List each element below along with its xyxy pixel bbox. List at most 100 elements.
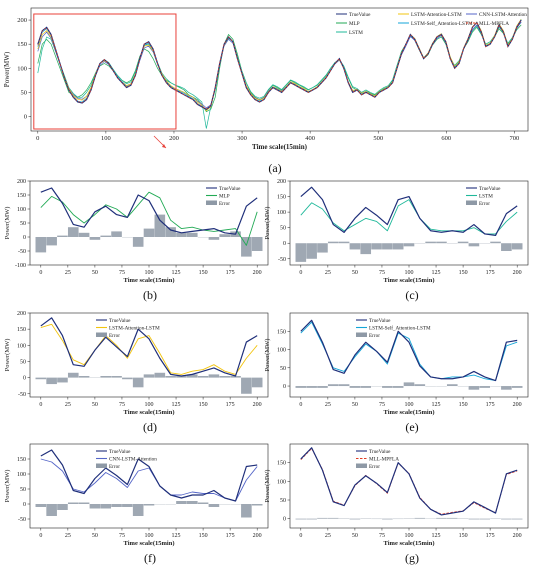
series-line-truevalue (40, 449, 258, 502)
legend-swatch-error (466, 200, 477, 205)
series-line-lstm-attention-lstm (40, 323, 258, 375)
error-bar (230, 376, 241, 378)
y-tick-label: 50 (280, 498, 286, 504)
error-bar (251, 237, 263, 251)
chart-panel-f: 0 25 50 75 100 125 150 175 200 -50 0 50 100 150 Time s… (4, 443, 269, 565)
x-tick-label: 100 (405, 270, 414, 276)
x-tick-label: 75 (119, 402, 125, 408)
y-tick-label: 100 (277, 210, 286, 216)
x-tick-label: 150 (459, 533, 468, 539)
error-bar (35, 504, 47, 507)
y-tick-label: -50 (18, 392, 26, 398)
y-tick-label: 100 (17, 207, 26, 213)
y-tick-label: 200 (277, 179, 286, 185)
legend-label-truevalue: TrueValue (369, 449, 391, 455)
error-bar (392, 243, 404, 250)
error-bar (327, 384, 339, 387)
legend-label-truevalue: TrueValue (369, 318, 391, 324)
x-tick-label: 25 (65, 270, 71, 276)
error-bar (295, 518, 307, 520)
x-tick-label: 0 (36, 135, 39, 142)
x-tick-label: 25 (325, 270, 331, 276)
error-bar (154, 372, 166, 378)
error-bar (100, 376, 112, 378)
x-tick-label: 25 (325, 402, 331, 408)
legend: TrueValue LSTM-Attention-LSTM CNN-LSTM-Att… (336, 12, 527, 36)
error-bar (360, 243, 372, 255)
error-bar (349, 243, 361, 250)
error-bar (295, 386, 307, 388)
error-bar (78, 502, 90, 504)
legend-label-lstm-attention-lstm: LSTM-Attention-LSTM (109, 326, 160, 332)
x-tick-label: 125 (432, 402, 441, 408)
error-bar (111, 504, 122, 507)
x-tick-label: 25 (325, 533, 331, 539)
x-tick-label: 125 (172, 402, 181, 408)
error-bar (446, 384, 458, 387)
series-line-truevalue (300, 319, 518, 382)
error-bar (186, 232, 198, 237)
y-tick-label: 150 (17, 193, 26, 199)
y-tick-label: 50 (280, 366, 286, 372)
x-tick-label: 200 (253, 402, 262, 408)
legend-label-error: Error (369, 464, 380, 470)
x-axis-label: Time scale(15min) (124, 540, 175, 547)
x-axis-label: Time scale(15min) (384, 277, 435, 284)
panel-caption: (d) (143, 420, 157, 434)
x-tick-label: 200 (513, 270, 522, 276)
y-tick-label: 0 (24, 114, 27, 121)
y-tick-label: 150 (17, 41, 27, 48)
y-tick-label: 50 (20, 359, 26, 365)
legend-swatch-error (96, 463, 107, 468)
x-tick-label: 25 (65, 402, 71, 408)
x-tick-label: 175 (226, 270, 235, 276)
x-tick-label: 0 (299, 270, 302, 276)
plot-frame (29, 180, 269, 266)
y-tick-label: 100 (277, 479, 286, 485)
error-bar (89, 237, 101, 240)
y-tick-label: 200 (17, 179, 26, 185)
error-bar (57, 377, 68, 383)
error-bar (57, 235, 68, 237)
error-bar (251, 377, 263, 388)
x-tick-label: 175 (226, 533, 235, 539)
error-bar (197, 376, 209, 378)
plot-area (295, 319, 523, 390)
x-tick-label: 75 (119, 533, 125, 539)
x-axis-label: Time scale(15min) (384, 409, 435, 416)
x-axis-label: Time scale(15min) (124, 409, 175, 416)
error-bar (219, 234, 231, 237)
legend-label-truevalue: TrueValue (349, 12, 371, 18)
x-tick-label: 400 (305, 135, 315, 142)
legend-label-error: Error (479, 201, 490, 207)
error-bar (457, 241, 469, 244)
error-bar (143, 374, 155, 378)
x-tick-label: 75 (379, 270, 385, 276)
series-line-truevalue (300, 447, 518, 516)
plot-area (35, 317, 263, 394)
error-bar (100, 504, 112, 509)
error-bar (317, 386, 328, 388)
y-tick-label: 100 (17, 65, 27, 72)
series-line-mll-mpfla (300, 448, 518, 515)
legend-label-mlp: MLP (219, 194, 230, 200)
x-tick-label: 200 (513, 402, 522, 408)
series-line-truevalue (40, 317, 258, 377)
panel-caption: (b) (143, 288, 157, 302)
y-tick-label: 0 (283, 517, 286, 523)
error-bar (436, 241, 447, 244)
legend-label-error: Error (219, 201, 230, 207)
x-tick-label: 150 (199, 270, 208, 276)
error-bar (436, 517, 447, 519)
legend-label-lstm-attention-lstm: LSTM-Attention-LSTM (411, 12, 462, 18)
error-bar (35, 377, 47, 380)
error-bar (490, 241, 501, 244)
x-tick-label: 75 (119, 270, 125, 276)
y-tick-label: 150 (277, 329, 286, 335)
legend-label-mlp: MLP (349, 21, 360, 27)
x-tick-label: 100 (101, 135, 111, 142)
error-bar (111, 376, 122, 378)
x-axis-label: Time scale(15min) (252, 143, 308, 151)
y-tick-label: 200 (17, 311, 26, 317)
y-tick-label: 0 (283, 384, 286, 390)
